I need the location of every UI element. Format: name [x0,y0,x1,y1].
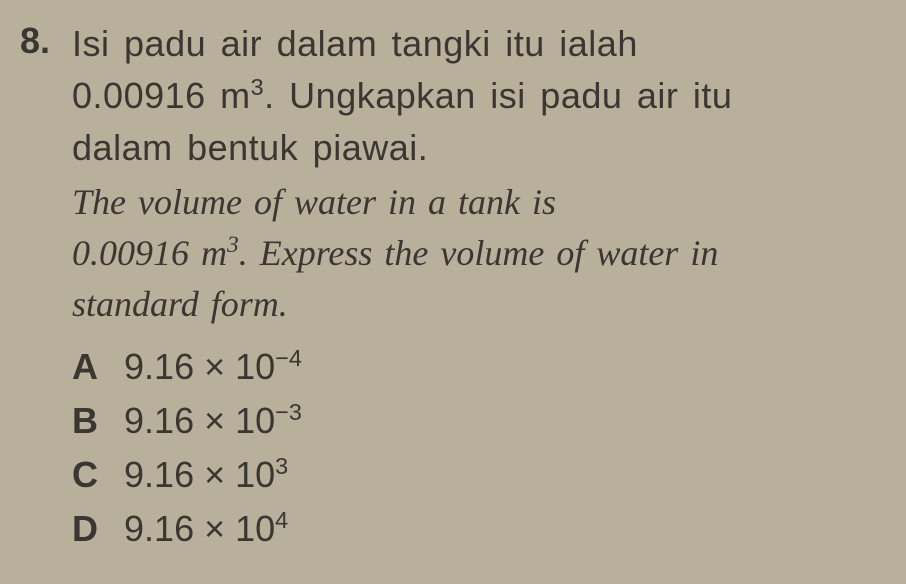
english-line-3: standard form. [72,284,288,324]
english-line-1: The volume of water in a tank is [72,182,556,222]
option-a-exponent: −4 [275,345,302,371]
option-c: C 9.16 × 103 [72,448,876,502]
option-d: D 9.16 × 104 [72,502,876,556]
option-a-value: 9.16 × 10−4 [124,340,302,394]
malay-cubed-exponent: 3 [251,74,265,100]
option-b: B 9.16 × 10−3 [72,394,876,448]
option-d-letter: D [72,502,124,556]
question-number: 8. [20,18,50,65]
malay-line-1: Isi padu air dalam tangki itu ialah [72,23,638,64]
option-d-mantissa: 9.16 × 10 [124,508,275,549]
option-b-mantissa: 9.16 × 10 [124,400,275,441]
option-c-letter: C [72,448,124,502]
english-cubed-exponent: 3 [227,232,239,258]
question-container: 8. Isi padu air dalam tangki itu ialah 0… [20,18,876,556]
option-b-value: 9.16 × 10−3 [124,394,302,448]
malay-line-3: dalam bentuk piawai. [72,127,428,168]
option-a: A 9.16 × 10−4 [72,340,876,394]
question-content: Isi padu air dalam tangki itu ialah 0.00… [72,18,876,556]
english-question-text: The volume of water in a tank is 0.00916… [72,177,876,330]
option-b-exponent: −3 [275,399,302,425]
option-d-value: 9.16 × 104 [124,502,288,556]
option-d-exponent: 4 [275,507,288,533]
option-c-value: 9.16 × 103 [124,448,288,502]
malay-question-text: Isi padu air dalam tangki itu ialah 0.00… [72,18,876,175]
answer-options: A 9.16 × 10−4 B 9.16 × 10−3 C 9.16 × 103… [72,340,876,556]
option-c-mantissa: 9.16 × 10 [124,454,275,495]
option-b-letter: B [72,394,124,448]
option-c-exponent: 3 [275,453,288,479]
english-line-2-rest: . Express the volume of water in [239,233,719,273]
english-value: 0.00916 m [72,233,227,273]
malay-line-2-rest: . Ungkapkan isi padu air itu [264,75,732,116]
malay-value: 0.00916 m [72,75,251,116]
option-a-mantissa: 9.16 × 10 [124,346,275,387]
option-a-letter: A [72,340,124,394]
